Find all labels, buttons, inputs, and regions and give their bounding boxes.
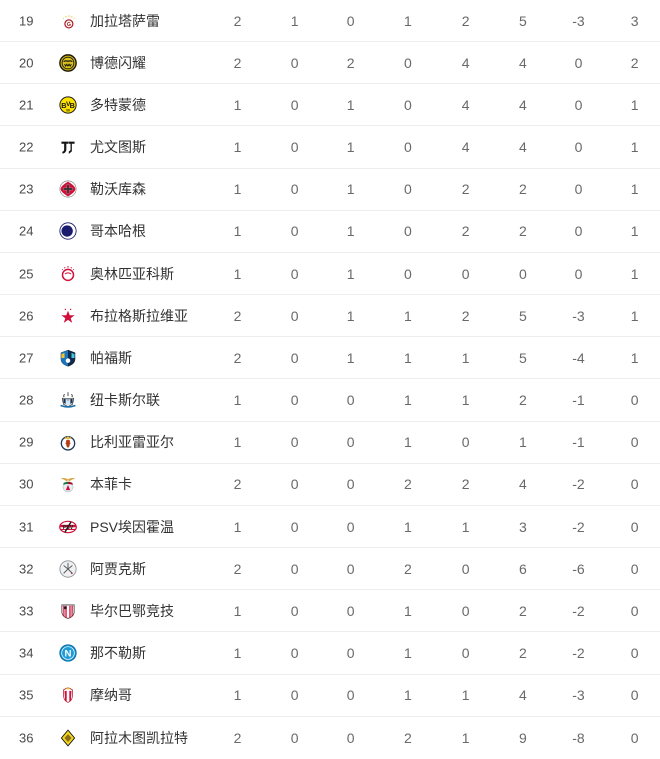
svg-text:N: N: [65, 649, 72, 660]
svg-text:PSV: PSV: [63, 525, 74, 531]
svg-text:G: G: [67, 22, 71, 28]
svg-text:B: B: [70, 101, 75, 110]
svg-text:09: 09: [66, 108, 70, 112]
